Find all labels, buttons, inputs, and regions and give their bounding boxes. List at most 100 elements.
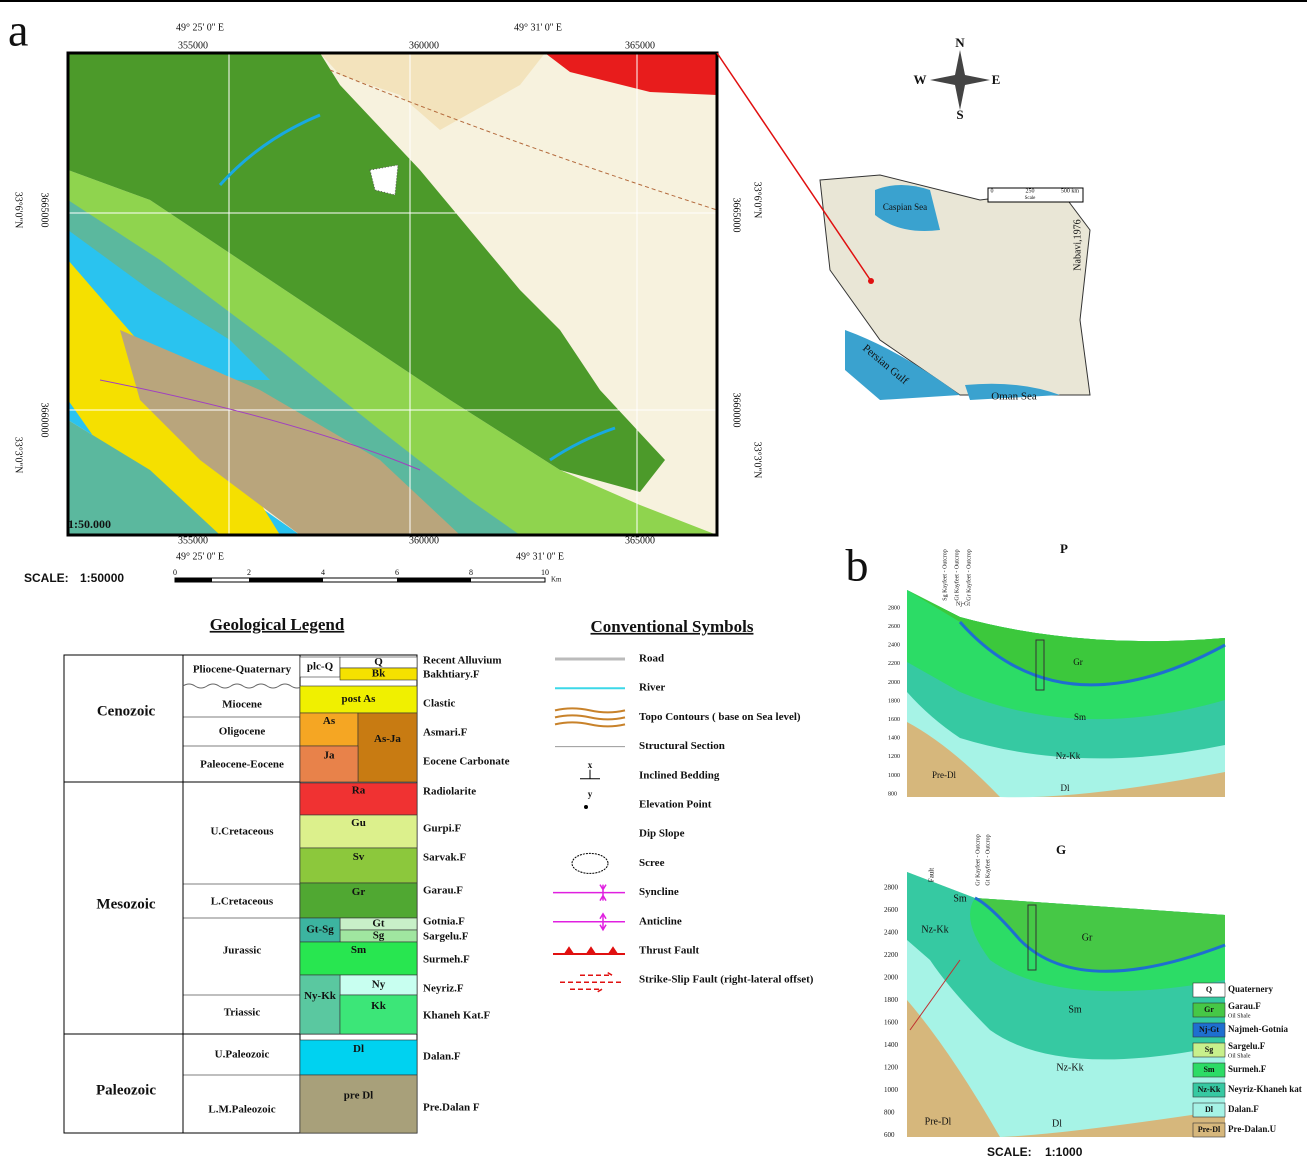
unit-code: plc-Q: [307, 661, 334, 673]
strike-slip-symbol: [560, 971, 622, 993]
y-tick-label: 600: [884, 1131, 895, 1139]
unit-swatch: [299, 745, 359, 783]
unit-swatch: [299, 1074, 418, 1134]
symbol-label: Topo Contours ( base on Sea level): [639, 711, 801, 723]
symbol-label: Structural Section: [639, 740, 725, 752]
easting-label: 365000: [625, 535, 655, 546]
longitude-label: 49° 25' 0'' E: [176, 551, 224, 562]
y-tick-label: 1200: [888, 754, 900, 760]
legend-name: Garau.F: [1228, 1001, 1261, 1011]
legend-title: Geological Legend: [210, 615, 345, 634]
map-scale-note: 1:50.000: [68, 517, 111, 531]
y-tick-label: 1000: [884, 1086, 899, 1094]
symbols-title: Conventional Symbols: [591, 617, 754, 636]
scale-unit: Km: [551, 576, 562, 584]
layer-label: Pre-Dl: [932, 770, 956, 780]
source-label: Nabavi,1976: [1072, 219, 1083, 270]
thrust-symbol: [553, 946, 625, 955]
unit-swatch: [299, 685, 418, 714]
era: Mesozoic: [96, 896, 155, 912]
section-g: [907, 872, 1226, 1137]
unit-code: post As: [342, 693, 377, 705]
layer-label: Dl: [1061, 783, 1070, 793]
unit-swatch: [299, 1039, 418, 1076]
unit-name: Garau.F: [423, 885, 463, 897]
legend-code: Q: [1206, 985, 1212, 994]
legend-code: Gr: [1204, 1005, 1214, 1014]
period: Miocene: [222, 699, 262, 711]
unit-swatch: [299, 814, 418, 849]
compass-w: W: [914, 72, 927, 87]
unit-name: Sargelu.F: [423, 931, 469, 943]
era: Cenozoic: [97, 703, 156, 719]
period: L.M.Paleozoic: [208, 1104, 275, 1116]
easting-label: 355000: [178, 40, 208, 51]
scale-tick: 2: [247, 568, 251, 577]
scale-tick: 10: [541, 568, 549, 577]
compass: [930, 50, 990, 110]
symbol-mark: x: [588, 760, 593, 770]
elevation-symbol: [584, 805, 588, 809]
y-tick-label: 2400: [884, 929, 899, 937]
legend-name: Neyriz-Khaneh kat: [1228, 1084, 1302, 1094]
legend-swatch: [1192, 982, 1226, 998]
longitude-label: 49° 25' 0'' E: [176, 22, 224, 33]
latitude-label: 33°6'0''N: [13, 192, 24, 229]
unit-code: Sg: [373, 930, 385, 942]
y-tick-label: 2000: [888, 680, 900, 686]
inset-scale-label: Scale: [1025, 196, 1037, 201]
unit-name: Clastic: [423, 698, 456, 710]
scale-label: SCALE:: [24, 571, 69, 585]
scale-value: 1:50000: [80, 571, 124, 585]
unit-name: Gurpi.F: [423, 823, 461, 835]
northing-label: 3665000: [39, 193, 50, 228]
legend-name: Sargelu.F: [1228, 1041, 1266, 1051]
unit-swatch: [339, 994, 418, 1035]
symbol-label: Elevation Point: [639, 799, 712, 811]
unit-code: Dl: [353, 1043, 364, 1055]
legend-code: Nz-Kk: [1198, 1085, 1221, 1094]
unit-name: Dalan.F: [423, 1051, 461, 1063]
y-tick-label: 800: [888, 791, 897, 797]
compass-s: S: [956, 107, 963, 122]
unit-name: Bakhtiary.F: [423, 669, 480, 681]
symbol-label: Anticline: [639, 915, 682, 927]
unit-swatch: [357, 712, 418, 783]
unit-code: Sm: [351, 944, 366, 956]
unit-swatch: [299, 917, 341, 943]
scale-tick: 4: [321, 568, 325, 577]
unit-name: Pre.Dalan F: [423, 1102, 480, 1114]
northing-label: 3665000: [731, 198, 742, 233]
y-tick-label: 2400: [888, 643, 900, 649]
compass-n: N: [955, 35, 965, 50]
scale-tick: 6: [395, 568, 399, 577]
period: U.Paleozoic: [215, 1049, 270, 1061]
unit-name: Neyriz.F: [423, 983, 464, 995]
y-tick-label: 1200: [884, 1064, 899, 1072]
y-tick-label: 2800: [884, 884, 899, 892]
legend-swatch: [1192, 1062, 1226, 1078]
unit-name: Asmari.F: [423, 727, 468, 739]
inset-scale-tick: 500 km: [1061, 188, 1080, 194]
outcrop-label: Gt Kayfeet - Outcrop: [953, 549, 960, 600]
legend-note: Oil Shale: [1228, 1013, 1251, 1019]
symbol-label: Dip Slope: [639, 828, 685, 840]
sea-label: Oman Sea: [991, 391, 1037, 403]
layer-label: Nz-Kk: [1056, 751, 1081, 761]
geological-map: [66, 51, 719, 537]
y-tick-label: 1600: [884, 1019, 899, 1027]
latitude-label: 33°3'0''N: [752, 442, 763, 479]
legend-code: Sg: [1205, 1045, 1213, 1054]
y-tick-label: 2200: [884, 951, 899, 959]
period: Jurassic: [223, 945, 262, 957]
anticline-symbol: [553, 912, 625, 932]
y-tick-label: 2000: [884, 974, 899, 982]
outcrop-label: Gt Kayfeet - Outcrop: [984, 834, 991, 885]
scree-symbol: [571, 852, 609, 874]
y-tick-label: 1400: [888, 736, 900, 742]
layer-label: Pre-Dl: [925, 1116, 952, 1127]
unit-swatch: [299, 847, 418, 884]
outcrop-label: Sg Kayfeet - Outcrop: [941, 549, 948, 600]
